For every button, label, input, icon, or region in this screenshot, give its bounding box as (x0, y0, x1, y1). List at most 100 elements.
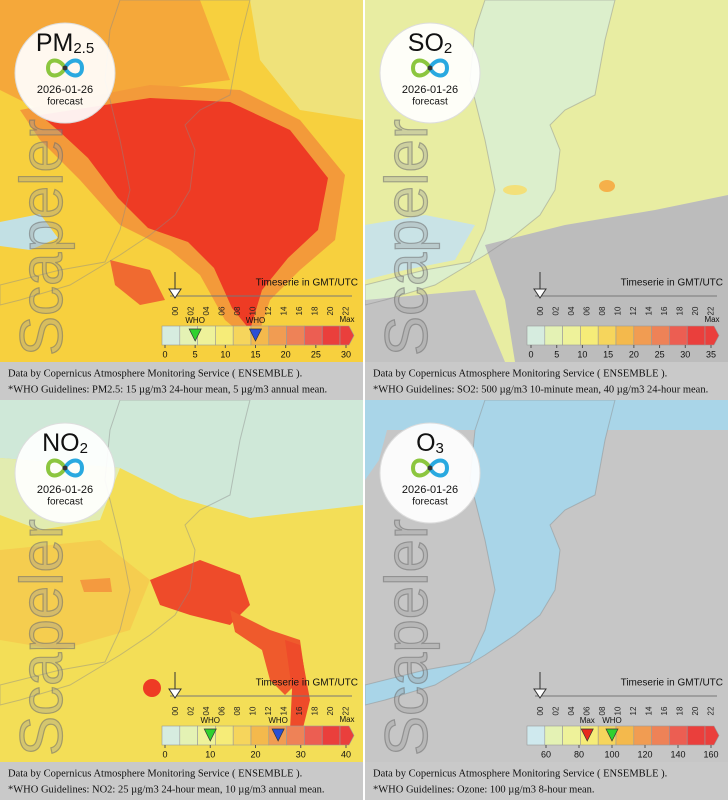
pollutant-label: NO2 (42, 429, 88, 457)
legend-cell (161, 325, 181, 346)
hour-label: 14 (280, 706, 289, 715)
legend-cell (526, 325, 546, 346)
footer (365, 362, 728, 400)
marker (271, 728, 285, 742)
max-label: Max (704, 315, 719, 324)
scale-tick-label: 40 (341, 749, 351, 759)
hour-label: 10 (614, 706, 623, 715)
timeline-title: Timeserie in GMT/UTC (256, 278, 358, 289)
timeline-title: Timeserie in GMT/UTC (256, 678, 358, 689)
map (365, 400, 728, 762)
scale-tick-label: 20 (250, 749, 260, 759)
hour-label: 20 (326, 306, 335, 315)
forecast-note: forecast (47, 497, 83, 508)
source-text: Data by Copernicus Atmosphere Monitoring… (373, 768, 667, 779)
scale-tick-label: 5 (554, 349, 559, 359)
logo-loop (428, 458, 450, 478)
marker (605, 728, 619, 742)
forecast-date: 2026-01-26 (402, 84, 458, 96)
legend-cell (304, 325, 323, 346)
hour-label: 08 (598, 706, 607, 715)
logo-loop (63, 58, 85, 78)
hour-label: 00 (536, 306, 545, 315)
legend-cell (544, 725, 563, 746)
legend-end-arrow (339, 725, 355, 746)
hour-label: 02 (552, 706, 561, 715)
marker (203, 728, 217, 742)
hour-label: 02 (187, 306, 196, 315)
logo-loop (410, 58, 432, 78)
map (0, 400, 363, 762)
logo-loop (45, 58, 67, 78)
scale-tick-label: 15 (250, 349, 260, 359)
forecast-note: forecast (412, 497, 448, 508)
legend-cell (232, 325, 252, 346)
logo-dot (427, 65, 433, 71)
logo-loop (45, 458, 67, 478)
scale-tick-label: 30 (680, 349, 690, 359)
hour-label: 12 (629, 706, 638, 715)
logo-dot (427, 465, 433, 471)
footer (0, 362, 363, 400)
now-arrow-head (533, 288, 547, 299)
pollutant-label: PM2.5 (36, 29, 94, 57)
scale-tick-label: 20 (281, 349, 291, 359)
hour-label: 00 (171, 306, 180, 315)
marker-label: WHO (246, 316, 266, 325)
scale-tick-label: 5 (193, 349, 198, 359)
legend-end-arrow (704, 325, 720, 346)
legend-cell (268, 325, 287, 346)
scale-tick-label: 20 (629, 349, 639, 359)
legend-cell (651, 725, 670, 746)
hour-label: 06 (583, 306, 592, 315)
hour-label: 16 (660, 706, 669, 715)
scale-tick-label: 10 (205, 749, 215, 759)
logo-badge (379, 422, 481, 524)
legend-cell (686, 725, 706, 746)
legend-end-arrow (339, 325, 355, 346)
pollutant-subscript: 2.5 (73, 40, 94, 57)
hour-label: 04 (567, 306, 576, 315)
legend-cell (615, 325, 635, 346)
hour-label: 10 (614, 306, 623, 315)
logo-loop (63, 458, 85, 478)
watermark: Scapeler (8, 519, 75, 756)
scale-tick-label: 15 (603, 349, 613, 359)
hour-label: 06 (218, 706, 227, 715)
legend-cell (597, 325, 617, 346)
legend-cell (526, 725, 546, 746)
logo-dot (62, 65, 68, 71)
hour-label: 12 (264, 706, 273, 715)
hour-label: 08 (233, 706, 242, 715)
footer (365, 762, 728, 800)
marker-label: WHO (200, 716, 220, 725)
hour-label: 20 (691, 306, 700, 315)
hour-label: 04 (202, 706, 211, 715)
scale-tick-label: 0 (162, 749, 167, 759)
scale-tick-label: 100 (604, 749, 619, 759)
hour-label: 06 (218, 306, 227, 315)
max-label: Max (339, 715, 354, 724)
scale-tick-label: 10 (577, 349, 587, 359)
logo-loop (428, 58, 450, 78)
scale-tick-label: 35 (706, 349, 716, 359)
hour-label: 04 (202, 306, 211, 315)
legend-end-arrow (704, 725, 720, 746)
pollutant-subscript: 2 (80, 440, 88, 457)
hour-label: 20 (691, 706, 700, 715)
legend-cell (321, 325, 341, 346)
hour-label: 06 (583, 706, 592, 715)
marker (580, 728, 594, 742)
hour-label: 02 (552, 306, 561, 315)
watermark: Scapeler (373, 119, 440, 356)
watermark: Scapeler (373, 519, 440, 756)
source-text: Data by Copernicus Atmosphere Monitoring… (8, 768, 302, 779)
hour-label: 00 (536, 706, 545, 715)
guideline-text: *WHO Guidelines: PM2.5: 15 µg/m3 24-hour… (8, 384, 327, 395)
timeline-title: Timeserie in GMT/UTC (621, 278, 723, 289)
now-arrow-head (168, 688, 182, 699)
now-arrow-head (168, 288, 182, 299)
